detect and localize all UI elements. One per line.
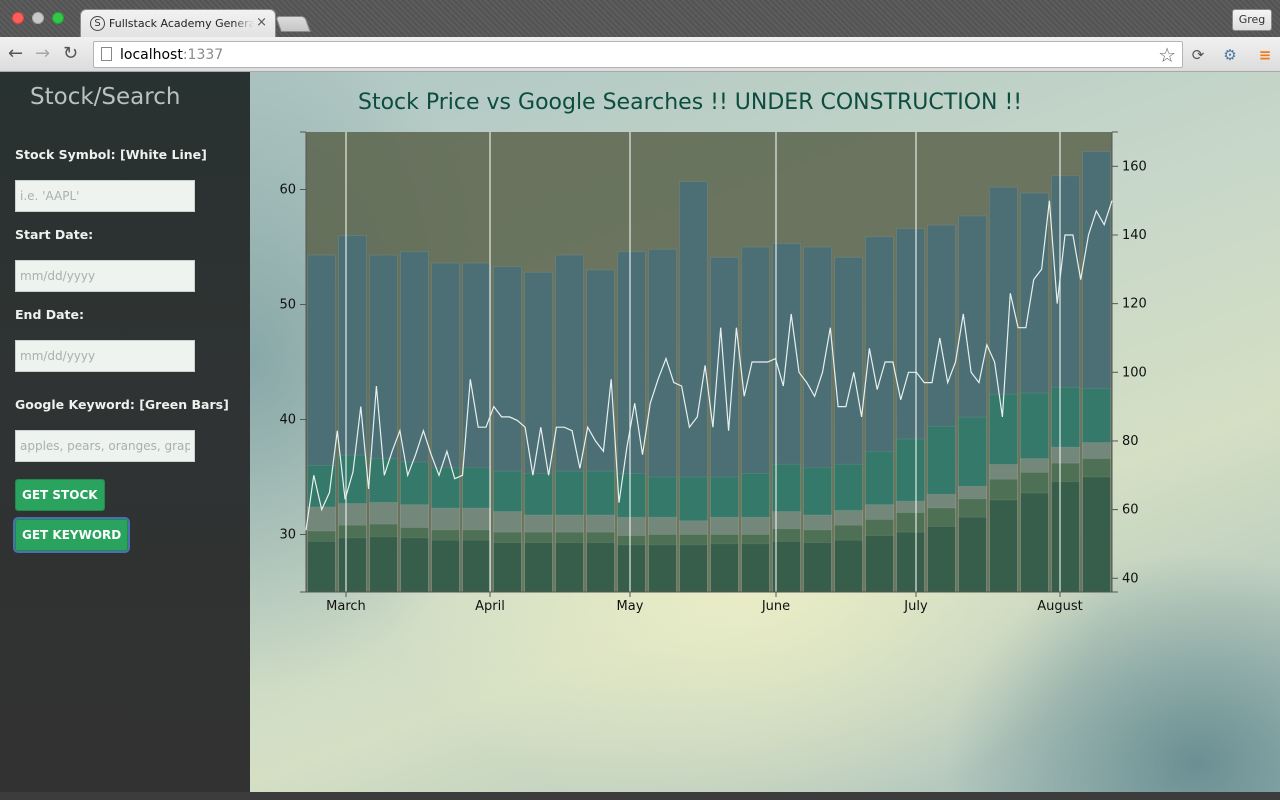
app-brand: Stock/Search: [30, 84, 181, 110]
keyword-bar-layer1-0: [307, 540, 336, 593]
y-right-tick-label-6: 160: [1122, 159, 1147, 174]
keyword-bar-layer1-13: [710, 543, 739, 593]
keyword-bar-layer1-20: [927, 525, 956, 593]
keyword-bar-layer1-15: [772, 540, 801, 593]
keyword-bar-layer1-21: [958, 516, 987, 593]
reload-icon[interactable]: ↻: [63, 43, 79, 64]
browser-tab-strip: S Fullstack Academy Generator × Greg: [0, 0, 1280, 37]
stock-symbol-label: Stock Symbol: [White Line]: [15, 147, 207, 162]
keyword-bar-layer1-22: [989, 499, 1018, 593]
end-date-label: End Date:: [15, 307, 85, 322]
keyword-bar-layer1-7: [524, 542, 553, 593]
x-tick-label-3: June: [761, 599, 790, 614]
address-bar[interactable]: localhost:1337 ☆: [93, 41, 1183, 68]
keyword-bar-layer1-1: [338, 537, 367, 593]
new-tab-button[interactable]: [275, 16, 311, 32]
url-text: localhost:1337: [120, 47, 224, 63]
page-bottom-bar: [0, 792, 1280, 800]
chart: March April May June July August 30 40 50 60 40 60 8…: [279, 131, 1147, 614]
y-left-tick-label-2: 50: [279, 298, 296, 313]
zoom-window-icon[interactable]: [52, 12, 64, 24]
close-window-icon[interactable]: [12, 12, 24, 24]
sidebar: Stock/Search Stock Symbol: [White Line] …: [0, 72, 250, 800]
y-right-tick-label-4: 120: [1122, 297, 1147, 312]
keyword-bar-layer1-12: [679, 544, 708, 593]
stock-symbol-input[interactable]: [15, 180, 195, 212]
x-tick-label-0: March: [326, 599, 366, 614]
bookmark-star-icon[interactable]: ☆: [1158, 43, 1176, 67]
y-right-tick-label-2: 80: [1122, 434, 1139, 449]
y-left-tick-label-3: 60: [279, 183, 296, 198]
keyword-bar-layer1-11: [648, 544, 677, 593]
y-right-tick-label-1: 60: [1122, 503, 1139, 518]
forward-arrow-icon[interactable]: →: [35, 43, 51, 64]
y-right-tick-label-0: 40: [1122, 571, 1139, 586]
keyword-bar-layer1-25: [1082, 476, 1111, 593]
x-tick-label-2: May: [617, 599, 644, 614]
tab-title: Fullstack Academy Generator: [109, 17, 254, 30]
chrome-menu-icon[interactable]: ≡: [1258, 46, 1272, 64]
end-date-input[interactable]: [15, 340, 195, 372]
get-stock-button[interactable]: GET STOCK: [15, 479, 105, 511]
keyword-bar-layer1-5: [462, 539, 491, 593]
keyword-bar-layer1-6: [493, 542, 522, 593]
x-tick-label-4: July: [903, 599, 928, 614]
keyword-bar-layer1-18: [865, 535, 894, 593]
site-favicon-icon: S: [90, 16, 105, 31]
x-tick-label-1: April: [475, 599, 505, 614]
google-keyword-label: Google Keyword: [Green Bars]: [15, 397, 229, 412]
close-tab-icon[interactable]: ×: [256, 15, 267, 30]
y-left-tick-label-0: 30: [279, 528, 296, 543]
start-date-input[interactable]: [15, 260, 195, 292]
get-keyword-button[interactable]: GET KEYWORD: [15, 519, 129, 551]
minimize-window-icon[interactable]: [32, 12, 44, 24]
keyword-bar-layer1-17: [834, 539, 863, 593]
keyword-bar-layer1-8: [555, 542, 584, 593]
sync-extension-icon[interactable]: ⟳: [1191, 46, 1205, 64]
main-content: Stock Price vs Google Searches !! UNDER …: [250, 72, 1280, 792]
keyword-bar-layer1-16: [803, 542, 832, 593]
start-date-label: Start Date:: [15, 227, 94, 242]
keyword-bar-layer1-2: [369, 536, 398, 593]
network-extension-icon[interactable]: ⚙: [1223, 46, 1237, 64]
keyword-bar-layer1-3: [400, 537, 429, 593]
stock-price-line: [305, 200, 1113, 531]
page-icon: [101, 47, 112, 61]
keyword-bar-layer1-9: [586, 542, 615, 593]
keyword-bar-layer1-24: [1051, 481, 1080, 593]
browser-toolbar: ← → ↻ localhost:1337 ☆ ⟳ ⚙ ≡: [0, 37, 1280, 72]
y-right-tick-label-5: 140: [1122, 228, 1147, 243]
keyword-bar-layer1-23: [1020, 492, 1049, 593]
y-right-tick-label-3: 100: [1122, 365, 1147, 380]
browser-tab[interactable]: S Fullstack Academy Generator ×: [80, 9, 276, 37]
keyword-bar-layer1-10: [617, 544, 646, 593]
back-arrow-icon[interactable]: ←: [8, 43, 24, 64]
keyword-bar-layer1-14: [741, 543, 770, 593]
chart-title: Stock Price vs Google Searches !! UNDER …: [358, 90, 1023, 115]
keyword-bar-layer1-4: [431, 539, 460, 593]
profile-button[interactable]: Greg: [1232, 9, 1272, 31]
keyword-bar-layer1-19: [896, 531, 925, 593]
y-left-tick-label-1: 40: [279, 413, 296, 428]
google-keyword-input[interactable]: [15, 430, 195, 462]
x-tick-label-5: August: [1037, 599, 1083, 614]
